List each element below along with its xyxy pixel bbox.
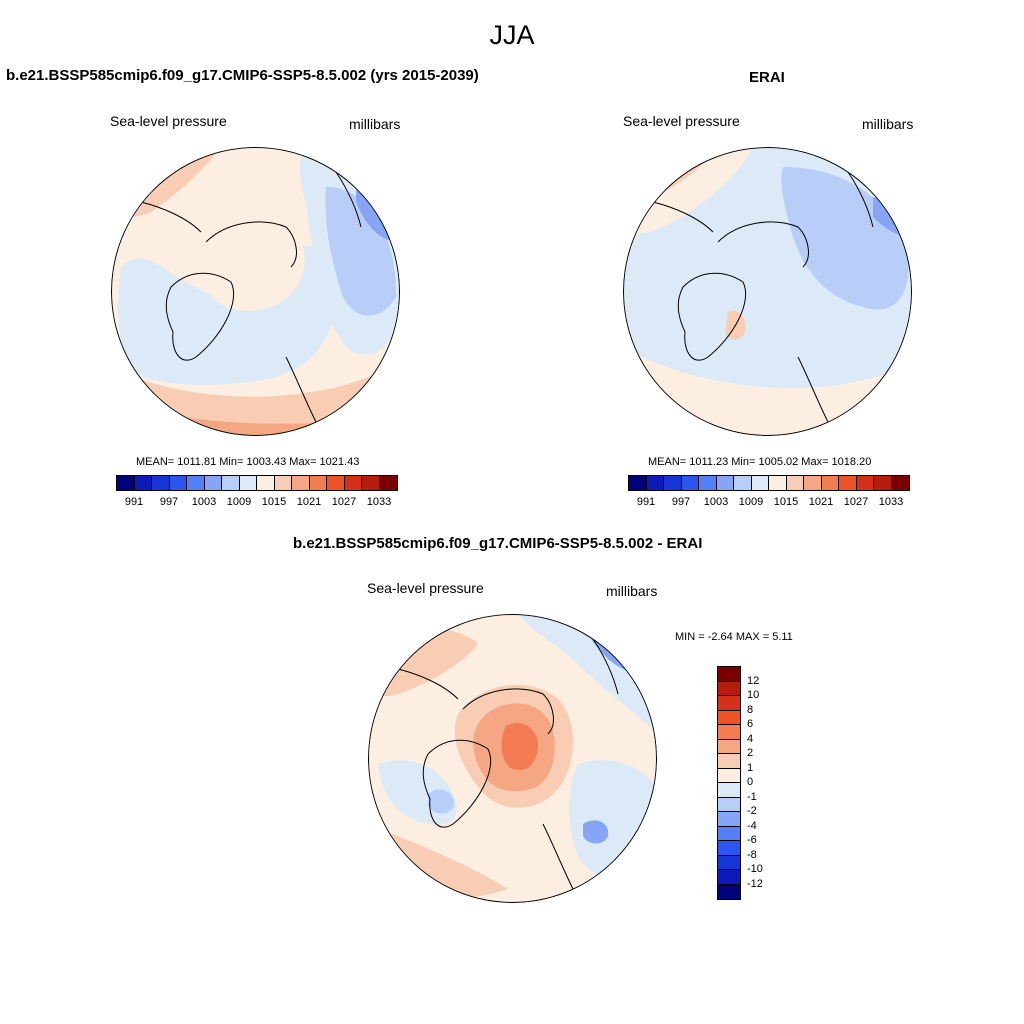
colorbar-swatch xyxy=(152,476,170,490)
colorbar-swatch xyxy=(718,855,740,870)
model-panel-title: b.e21.BSSP585cmip6.f09_g17.CMIP6-SSP5-8.… xyxy=(6,67,479,84)
colorbar-tick-label: -1 xyxy=(747,790,757,803)
colorbar-swatch xyxy=(718,681,740,696)
colorbar-swatch xyxy=(718,696,740,711)
colorbar-swatch xyxy=(718,826,740,841)
colorbar-swatch xyxy=(187,476,205,490)
colorbar-tick-label: 0 xyxy=(747,776,754,788)
colorbar-tick-label: 1027 xyxy=(843,496,869,508)
colorbar-tick-label: -4 xyxy=(747,819,757,832)
colorbar-swatch xyxy=(839,476,857,490)
colorbar-tick-label: 1003 xyxy=(191,496,217,508)
colorbar-swatch xyxy=(646,476,664,490)
diff-variable-label: Sea-level pressure xyxy=(367,580,484,596)
colorbar-tick-label: -10 xyxy=(747,863,763,875)
colorbar-swatch xyxy=(362,476,380,490)
colorbar-tick-label: 1027 xyxy=(331,496,357,508)
colorbar-swatch xyxy=(222,476,240,490)
colorbar-swatch xyxy=(874,476,892,490)
colorbar-tick-label: -6 xyxy=(747,834,757,846)
colorbar-swatch xyxy=(292,476,310,490)
colorbar-tick-label: 4 xyxy=(747,732,754,745)
colorbar-tick-label: -8 xyxy=(747,848,757,861)
colorbar-tick-label: -2 xyxy=(747,805,757,817)
colorbar-tick-label: 1021 xyxy=(296,496,322,508)
obs-units-label: millibars xyxy=(862,116,914,132)
colorbar-tick-label: 997 xyxy=(671,496,691,508)
colorbar-tick-label: 1 xyxy=(747,761,754,774)
model-stats: MEAN= 1011.81 Min= 1003.43 Max= 1021.43 xyxy=(136,456,360,468)
colorbar-swatch xyxy=(204,476,222,490)
diff-panel-title: b.e21.BSSP585cmip6.f09_g17.CMIP6-SSP5-8.… xyxy=(293,535,703,552)
colorbar-swatch xyxy=(718,812,740,827)
diff-polar-map xyxy=(368,614,657,903)
colorbar-swatch xyxy=(786,476,804,490)
colorbar-swatch xyxy=(856,476,874,490)
colorbar-swatch xyxy=(134,476,152,490)
model-polar-map xyxy=(111,147,400,436)
colorbar-swatch xyxy=(379,476,397,490)
colorbar-swatch xyxy=(718,768,740,783)
colorbar-swatch xyxy=(257,476,275,490)
colorbar-swatch xyxy=(718,870,740,885)
colorbar-tick-label: 2 xyxy=(747,747,754,759)
obs-colorbar xyxy=(628,475,910,491)
colorbar-tick-label: 991 xyxy=(636,496,656,508)
colorbar-tick-label: 1009 xyxy=(738,496,764,508)
model-variable-label: Sea-level pressure xyxy=(110,113,227,129)
colorbar-tick-label: -12 xyxy=(747,877,763,890)
colorbar-tick-label: 1033 xyxy=(878,496,904,508)
colorbar-swatch xyxy=(718,797,740,812)
colorbar-tick-label: 1003 xyxy=(703,496,729,508)
diff-colorbar xyxy=(717,666,741,900)
figure-title: JJA xyxy=(489,20,535,50)
colorbar-swatch xyxy=(751,476,769,490)
colorbar-tick-label: 12 xyxy=(747,674,760,687)
model-colorbar xyxy=(116,475,398,491)
colorbar-swatch xyxy=(804,476,822,490)
colorbar-tick-label: 1009 xyxy=(226,496,252,508)
colorbar-swatch xyxy=(718,725,740,740)
colorbar-tick-label: 1015 xyxy=(773,496,799,508)
colorbar-tick-label: 997 xyxy=(159,496,179,508)
colorbar-swatch xyxy=(718,710,740,725)
colorbar-tick-label: 1033 xyxy=(366,496,392,508)
colorbar-swatch xyxy=(629,476,647,490)
colorbar-swatch xyxy=(718,667,740,682)
obs-polar-map xyxy=(623,147,912,436)
colorbar-swatch xyxy=(769,476,787,490)
colorbar-tick-label: 8 xyxy=(747,703,754,716)
colorbar-tick-label: 991 xyxy=(124,496,144,508)
colorbar-swatch xyxy=(117,476,135,490)
colorbar-swatch xyxy=(718,841,740,856)
colorbar-swatch xyxy=(718,884,740,899)
colorbar-swatch xyxy=(239,476,257,490)
obs-panel-title: ERAI xyxy=(749,69,785,86)
colorbar-tick-label: 1015 xyxy=(261,496,287,508)
colorbar-swatch xyxy=(699,476,717,490)
colorbar-swatch xyxy=(891,476,909,490)
obs-stats: MEAN= 1011.23 Min= 1005.02 Max= 1018.20 xyxy=(648,456,872,468)
colorbar-swatch xyxy=(681,476,699,490)
colorbar-swatch xyxy=(664,476,682,490)
colorbar-swatch xyxy=(169,476,187,490)
colorbar-tick-label: 10 xyxy=(747,689,760,701)
colorbar-swatch xyxy=(309,476,327,490)
obs-variable-label: Sea-level pressure xyxy=(623,113,740,129)
colorbar-swatch xyxy=(718,783,740,798)
colorbar-swatch xyxy=(718,754,740,769)
colorbar-tick-label: 6 xyxy=(747,718,754,730)
colorbar-swatch xyxy=(327,476,345,490)
colorbar-swatch xyxy=(716,476,734,490)
diff-units-label: millibars xyxy=(606,583,658,599)
diff-stats: MIN = -2.64 MAX = 5.11 xyxy=(675,631,793,643)
colorbar-swatch xyxy=(718,739,740,754)
colorbar-swatch xyxy=(821,476,839,490)
colorbar-swatch xyxy=(274,476,292,490)
model-units-label: millibars xyxy=(349,116,401,132)
colorbar-swatch xyxy=(734,476,752,490)
colorbar-swatch xyxy=(344,476,362,490)
colorbar-tick-label: 1021 xyxy=(808,496,834,508)
